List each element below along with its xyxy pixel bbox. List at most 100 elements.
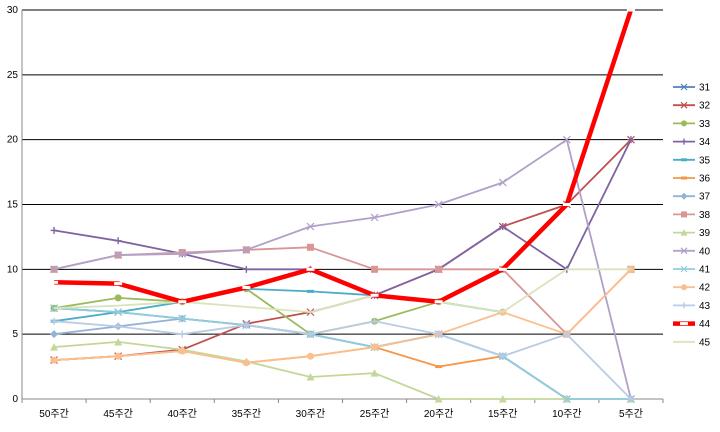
data-point-marker — [562, 203, 571, 206]
data-point-marker — [371, 343, 379, 351]
data-point-marker — [499, 223, 507, 231]
data-point-marker — [680, 229, 688, 236]
data-point-marker — [306, 243, 314, 251]
data-point-marker — [681, 211, 687, 218]
series-line-44 — [53, 9, 634, 305]
legend-item-40: 40 — [673, 246, 711, 257]
data-point-marker — [435, 265, 443, 273]
data-point-marker — [681, 176, 687, 180]
data-point-marker — [114, 308, 123, 317]
data-point-marker — [681, 284, 687, 291]
legend-label: 37 — [699, 192, 711, 203]
legend-item-44: 44 — [673, 319, 711, 330]
legend-item-43: 43 — [673, 301, 711, 312]
series-39 — [50, 337, 635, 403]
data-point-marker — [680, 265, 688, 273]
x-tick-label: 30주간 — [296, 408, 326, 420]
legend-label: 33 — [699, 119, 711, 130]
y-tick-label: 15 — [7, 200, 19, 211]
legend-item-35: 35 — [673, 155, 711, 166]
data-point-marker — [680, 247, 688, 255]
x-tick-label: 10주간 — [552, 408, 582, 420]
data-point-marker — [178, 249, 187, 258]
legend-label: 43 — [699, 301, 711, 312]
data-point-marker — [681, 302, 687, 309]
data-point-marker — [242, 321, 250, 329]
y-tick-label: 30 — [7, 5, 19, 16]
data-point-marker — [434, 300, 443, 304]
legend-label: 32 — [699, 101, 711, 112]
data-point-marker — [114, 322, 122, 330]
data-point-marker — [178, 248, 186, 256]
data-point-marker — [681, 120, 687, 127]
data-point-marker — [680, 101, 688, 109]
data-point-marker — [306, 289, 314, 293]
data-point-marker — [306, 330, 314, 338]
data-point-marker — [50, 280, 59, 284]
data-point-marker — [498, 395, 507, 403]
data-point-marker — [50, 265, 58, 274]
series-layer — [50, 8, 635, 403]
legend-label: 34 — [699, 137, 711, 148]
legend-item-32: 32 — [673, 101, 711, 112]
series-44 — [50, 8, 635, 305]
legend-label: 42 — [699, 283, 711, 294]
legend-label: 31 — [699, 83, 711, 94]
series-line-42 — [53, 268, 632, 364]
series-line-33 — [53, 287, 503, 336]
y-tick-label: 20 — [7, 135, 19, 146]
data-point-marker — [114, 282, 123, 286]
legend-item-37: 37 — [673, 192, 711, 203]
series-line-45 — [53, 268, 631, 313]
legend-item-42: 42 — [673, 283, 711, 294]
data-point-marker — [50, 317, 58, 325]
data-point-marker — [681, 158, 687, 162]
data-point-marker — [242, 285, 251, 289]
data-point-marker — [114, 352, 122, 360]
data-point-marker — [435, 330, 443, 338]
y-tick-label: 0 — [12, 394, 18, 405]
data-point-marker — [627, 265, 635, 273]
data-point-marker — [681, 138, 687, 145]
data-point-marker — [242, 359, 250, 367]
data-point-marker — [371, 265, 379, 273]
data-point-marker — [50, 226, 58, 234]
legend-item-39: 39 — [673, 228, 711, 239]
data-point-marker — [498, 267, 507, 271]
x-tick-label: 15주간 — [488, 408, 518, 420]
x-tick-label: 40주간 — [167, 408, 197, 420]
series-34 — [50, 136, 635, 299]
series-line-37 — [53, 317, 631, 400]
series-43 — [50, 317, 635, 403]
series-45 — [53, 268, 631, 313]
data-point-marker — [370, 369, 379, 377]
y-tick-label: 5 — [12, 329, 18, 340]
legend-label: 44 — [699, 319, 711, 330]
x-tick-label: 35주간 — [232, 408, 262, 420]
x-tick-label: 25주간 — [360, 408, 390, 420]
data-point-marker — [306, 372, 315, 381]
legend-label: 35 — [699, 155, 711, 166]
data-point-marker — [371, 317, 379, 325]
data-point-marker — [178, 300, 187, 304]
data-point-marker — [563, 330, 571, 338]
data-point-marker — [435, 365, 443, 369]
data-point-marker — [50, 330, 59, 339]
legend-item-36: 36 — [673, 174, 711, 185]
data-point-marker — [242, 245, 251, 254]
legend-item-38: 38 — [673, 210, 711, 221]
data-point-marker — [499, 352, 507, 360]
x-tick-label: 45주간 — [103, 408, 133, 420]
data-point-marker — [498, 178, 507, 187]
y-tick-label: 25 — [7, 70, 19, 81]
data-point-marker — [680, 192, 688, 200]
data-point-marker — [562, 395, 571, 403]
legend-label: 41 — [699, 265, 711, 276]
data-point-marker — [562, 135, 571, 144]
data-point-marker — [680, 83, 688, 91]
data-point-marker — [114, 337, 123, 346]
legend-label: 39 — [699, 228, 711, 239]
x-tick-label: 50주간 — [39, 408, 69, 420]
